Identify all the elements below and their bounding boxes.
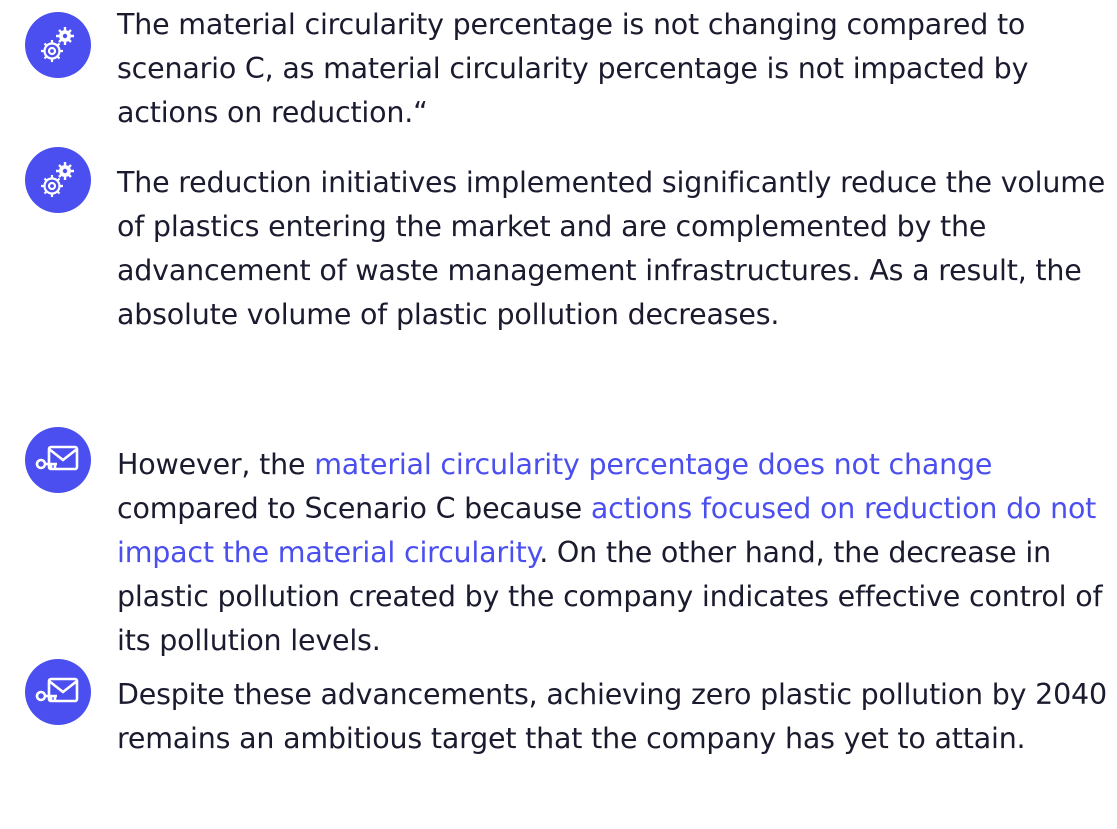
text-segment: compared to Scenario C because: [117, 492, 591, 525]
mail-icon: [25, 427, 91, 493]
text-segment: However, the: [117, 448, 315, 481]
text-segment: Despite these advancements, achieving ze…: [117, 678, 1107, 755]
highlighted-text: material circularity percentage does not…: [314, 448, 993, 481]
item-text: Despite these advancements, achieving ze…: [117, 673, 1117, 761]
text-segment: The material circularity percentage is n…: [117, 8, 1029, 129]
gears-icon: [25, 147, 91, 213]
item-text: The material circularity percentage is n…: [117, 3, 1117, 135]
gears-icon: [25, 12, 91, 78]
highlighted-text: actions focused on reduction do not impa…: [117, 492, 1097, 569]
item-text: However, the material circularity percen…: [117, 443, 1117, 663]
text-segment: The reduction initiatives implemented si…: [117, 166, 1106, 331]
item-text: The reduction initiatives implemented si…: [117, 161, 1117, 337]
text-segment: . On the other hand, the decrease in pla…: [117, 536, 1103, 657]
mail-icon: [25, 659, 91, 725]
